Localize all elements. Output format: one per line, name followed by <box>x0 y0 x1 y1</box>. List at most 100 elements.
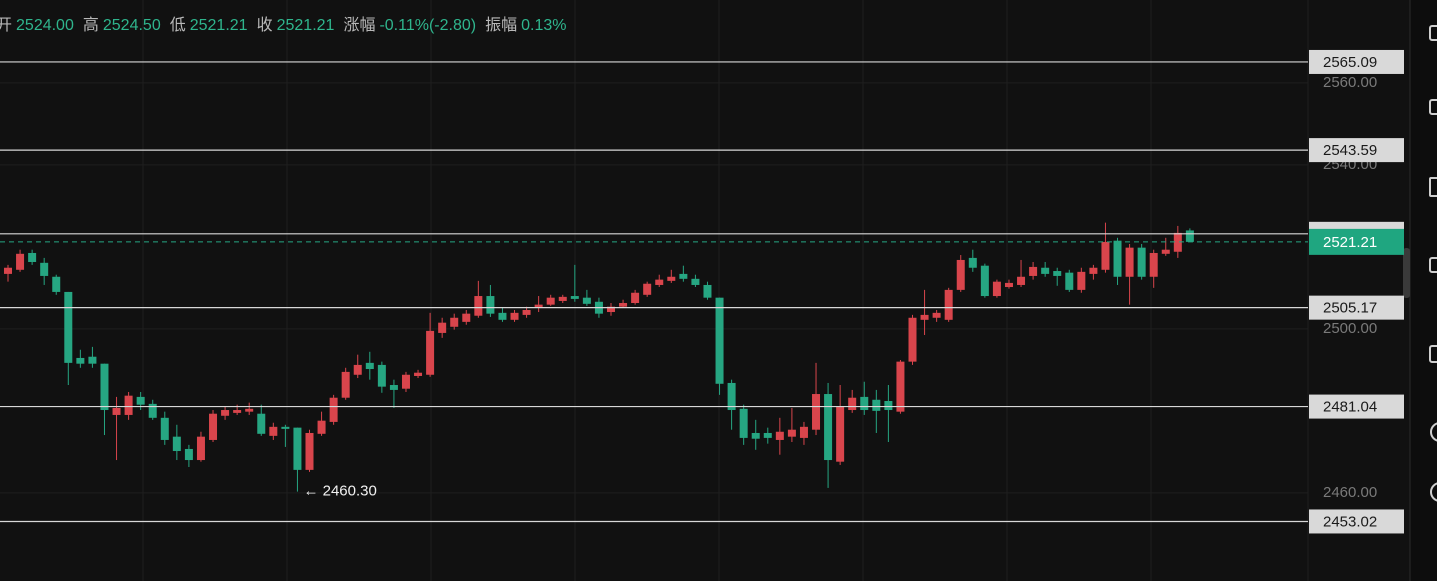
candle-body <box>1161 249 1170 254</box>
candle-body <box>860 396 869 411</box>
candle-body <box>655 279 664 285</box>
candle-body <box>607 306 615 313</box>
candle-body <box>172 436 181 452</box>
candle-body <box>317 420 326 434</box>
candle-body <box>221 410 230 416</box>
candle-body <box>1065 272 1074 290</box>
candle-body <box>245 408 254 412</box>
candle-body <box>293 427 302 470</box>
candle-body <box>52 276 61 292</box>
candle-body <box>715 297 724 384</box>
price-level-box <box>1309 295 1404 320</box>
header-label: 涨幅 <box>343 16 375 34</box>
candle-body <box>1041 267 1050 274</box>
header-label: 开 <box>0 17 12 34</box>
candle-body <box>486 296 495 314</box>
candle-body <box>667 276 676 281</box>
candle-body <box>233 410 242 413</box>
candle-body <box>1125 247 1134 277</box>
candle-body <box>64 291 73 363</box>
candle-body <box>462 313 471 322</box>
candle-body <box>848 397 857 411</box>
candle-body <box>570 296 579 299</box>
candle-body <box>1077 271 1086 290</box>
last-price-box <box>1309 228 1404 255</box>
candle-body <box>498 312 507 320</box>
candle-body <box>522 309 531 315</box>
y-tick-label: 2460.00 <box>1323 484 1377 501</box>
candle-body <box>643 283 652 295</box>
header-value: 2524.50 <box>103 17 161 34</box>
candle-body <box>1113 240 1122 277</box>
candle-body <box>365 362 374 370</box>
candle-body <box>281 426 290 429</box>
candle-body <box>932 312 941 318</box>
candle-body <box>1053 271 1062 276</box>
candle-body <box>28 252 37 263</box>
candle-body <box>824 394 833 461</box>
candle-body <box>920 314 929 320</box>
candle-body <box>184 448 193 461</box>
tool-icon[interactable] <box>1429 257 1437 273</box>
candle-body <box>884 401 893 411</box>
candle-body <box>727 382 736 411</box>
tool-icon[interactable] <box>1430 482 1437 502</box>
toolbar <box>1410 0 1437 581</box>
candle-body <box>812 394 821 430</box>
candle-body <box>679 273 688 279</box>
candle-body <box>196 436 205 461</box>
candle-body <box>1004 282 1013 288</box>
candle-body <box>763 432 772 438</box>
tool-icon[interactable] <box>1430 422 1437 442</box>
candle-body <box>136 396 145 405</box>
candle-body <box>389 385 398 390</box>
toolbar-icons <box>1429 25 1437 502</box>
candle-body <box>619 303 628 307</box>
candle-body <box>1185 230 1194 242</box>
candle-body <box>944 289 953 320</box>
price-level-box <box>1309 509 1404 534</box>
candle-body <box>438 322 447 333</box>
candle-body <box>160 417 169 440</box>
candle-body <box>908 317 917 362</box>
tool-icon[interactable] <box>1429 25 1437 41</box>
candle-body <box>100 363 109 411</box>
price-level-box <box>1309 49 1404 74</box>
candle-body <box>1101 241 1110 270</box>
candle-body <box>980 265 989 297</box>
candle-body <box>341 371 350 398</box>
candle-body <box>582 297 591 304</box>
candle-body <box>148 403 157 418</box>
price-level-label: 2505.17 <box>1323 300 1377 317</box>
candle-body <box>16 253 25 270</box>
candle-body <box>872 399 881 411</box>
candle-body <box>257 413 266 434</box>
header: 开 2524.00 高 2524.50 低 2521.21 收 2521.21 涨幅 -0.11%… <box>0 16 566 34</box>
tool-icon[interactable] <box>1429 345 1437 363</box>
price-level-label: 2565.09 <box>1323 54 1377 71</box>
candle-body <box>751 432 760 439</box>
header-label: 收 <box>257 16 273 34</box>
y-tick-label: 2500.00 <box>1323 320 1377 337</box>
candle-body <box>450 317 459 327</box>
candles <box>4 222 1194 492</box>
candle-body <box>112 407 121 415</box>
candle-body <box>305 432 314 470</box>
candle-body <box>775 431 784 440</box>
header-label: 振幅 <box>485 16 517 34</box>
candle-body <box>739 408 748 438</box>
candle-body <box>534 304 543 308</box>
candle-body <box>88 356 97 364</box>
candle-body <box>1149 252 1158 277</box>
candle-body <box>209 413 218 440</box>
candle-body <box>377 364 386 387</box>
price-level-box <box>1309 138 1404 163</box>
tool-icon[interactable] <box>1429 177 1437 197</box>
header-label: 高 <box>83 16 99 34</box>
header-value: 2521.21 <box>190 17 248 34</box>
last-price-label: 2521.21 <box>1323 234 1377 251</box>
header-value: 2524.00 <box>16 17 74 34</box>
scroll-handle[interactable] <box>1403 248 1410 298</box>
tool-icon[interactable] <box>1429 99 1437 115</box>
candle-body <box>787 429 796 437</box>
